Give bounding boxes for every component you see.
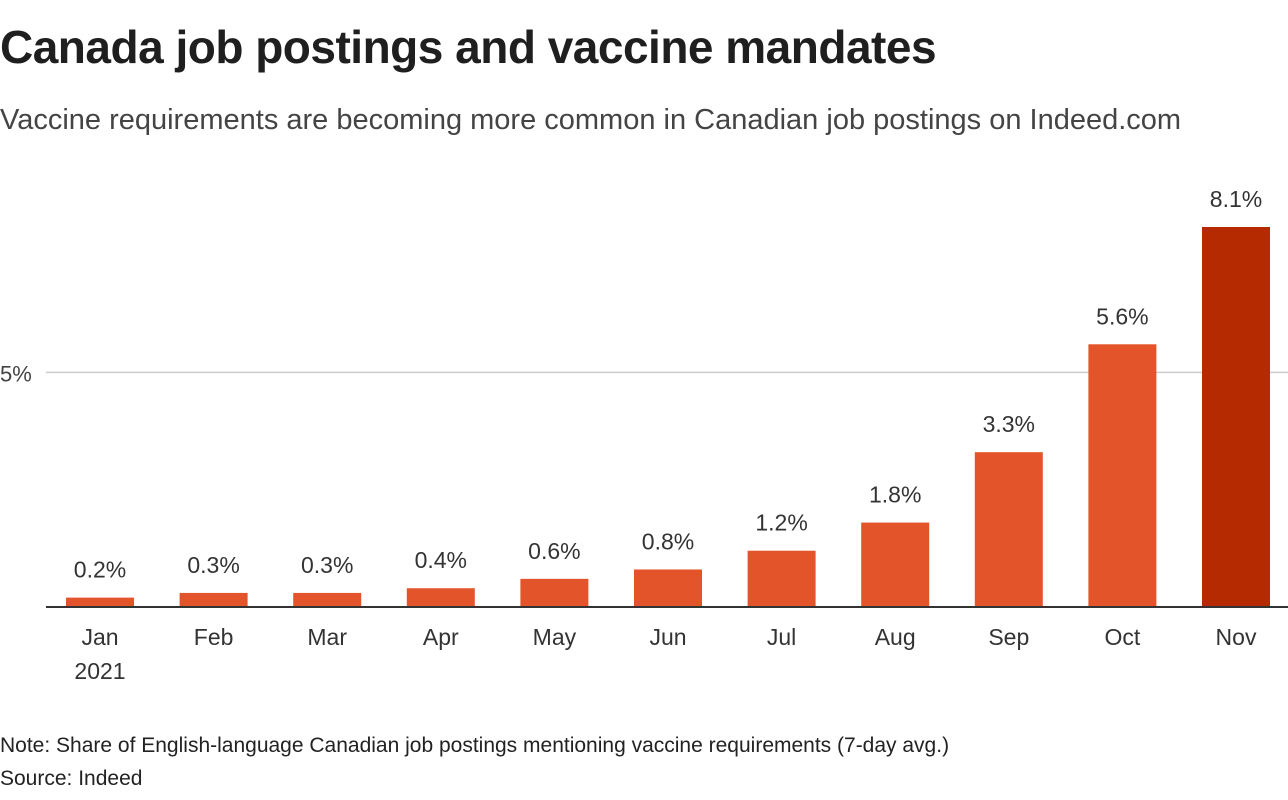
data-label: 5.6% (1096, 303, 1148, 329)
data-label: 8.1% (1210, 186, 1262, 212)
bar (634, 569, 702, 607)
data-label: 1.8% (869, 482, 921, 508)
bar (406, 588, 475, 607)
data-label: 3.3% (983, 411, 1035, 437)
chart-title: Canada job postings and vaccine mandates (0, 21, 937, 73)
chart-subtitle: Vaccine requirements are becoming more c… (0, 104, 1182, 136)
x-tick-label: Apr (423, 624, 459, 650)
x-tick-label: Feb (194, 624, 234, 650)
data-label: 0.3% (301, 552, 353, 578)
bar (1088, 344, 1157, 607)
x-tick-label: Aug (875, 624, 916, 650)
chart-note: Note: Share of English-language Canadian… (0, 734, 950, 757)
x-tick-label: Mar (307, 624, 347, 650)
bar (66, 597, 134, 607)
x-tick-sublabel: 2021 (74, 658, 125, 684)
data-label: 0.4% (415, 547, 467, 573)
x-tick-label: Oct (1105, 624, 1141, 650)
data-label: 0.2% (74, 557, 126, 583)
bar (974, 452, 1043, 607)
bar (293, 592, 362, 607)
x-tick-label: May (533, 624, 577, 650)
x-tick-label: Jun (649, 624, 686, 650)
x-tick-label: Sep (988, 624, 1029, 650)
x-tick-label: Jul (767, 624, 796, 650)
chart-source: Source: Indeed (0, 767, 143, 790)
bar (520, 578, 589, 607)
bar (861, 522, 930, 607)
data-label: 0.6% (528, 538, 580, 564)
bar (1202, 227, 1270, 607)
data-label: 0.8% (642, 528, 694, 554)
bar (747, 550, 816, 607)
data-label: 0.3% (187, 552, 239, 578)
y-tick-label: 5% (0, 361, 32, 386)
x-tick-label: Jan (81, 624, 118, 650)
x-tick-label: Nov (1216, 624, 1257, 650)
data-label: 1.2% (755, 510, 807, 536)
bar-chart: 5% 0.2% Jan 2021 0.3% Feb 0.3% Mar 0.4% Apr 0.6% Ma… (0, 186, 1288, 684)
bar (179, 592, 248, 607)
